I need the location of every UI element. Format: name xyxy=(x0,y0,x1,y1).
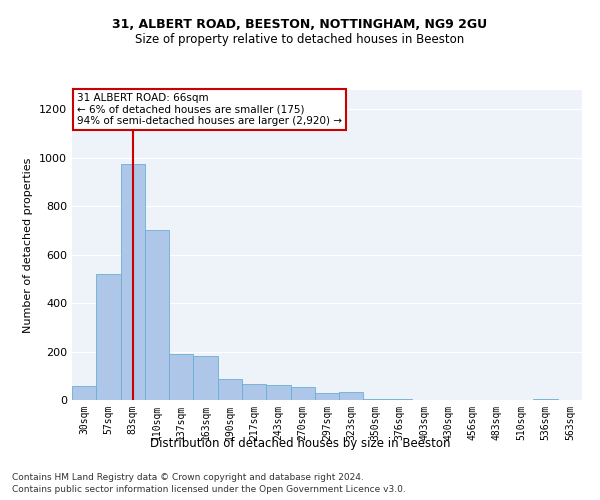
Bar xyxy=(533,399,558,400)
Bar xyxy=(242,384,266,400)
Bar xyxy=(266,386,290,400)
Bar xyxy=(315,393,339,400)
Bar xyxy=(193,356,218,400)
Bar xyxy=(388,399,412,400)
Bar xyxy=(145,230,169,400)
Bar xyxy=(169,354,193,400)
Bar xyxy=(339,392,364,400)
Text: 31 ALBERT ROAD: 66sqm
← 6% of detached houses are smaller (175)
94% of semi-deta: 31 ALBERT ROAD: 66sqm ← 6% of detached h… xyxy=(77,93,342,126)
Bar xyxy=(218,380,242,400)
Text: 31, ALBERT ROAD, BEESTON, NOTTINGHAM, NG9 2GU: 31, ALBERT ROAD, BEESTON, NOTTINGHAM, NG… xyxy=(112,18,488,30)
Bar xyxy=(364,399,388,400)
Bar xyxy=(290,388,315,400)
Y-axis label: Number of detached properties: Number of detached properties xyxy=(23,158,34,332)
Text: Contains HM Land Registry data © Crown copyright and database right 2024.: Contains HM Land Registry data © Crown c… xyxy=(12,472,364,482)
Text: Distribution of detached houses by size in Beeston: Distribution of detached houses by size … xyxy=(150,438,450,450)
Bar xyxy=(121,164,145,400)
Bar xyxy=(72,386,96,400)
Bar xyxy=(96,274,121,400)
Text: Size of property relative to detached houses in Beeston: Size of property relative to detached ho… xyxy=(136,32,464,46)
Text: Contains public sector information licensed under the Open Government Licence v3: Contains public sector information licen… xyxy=(12,485,406,494)
